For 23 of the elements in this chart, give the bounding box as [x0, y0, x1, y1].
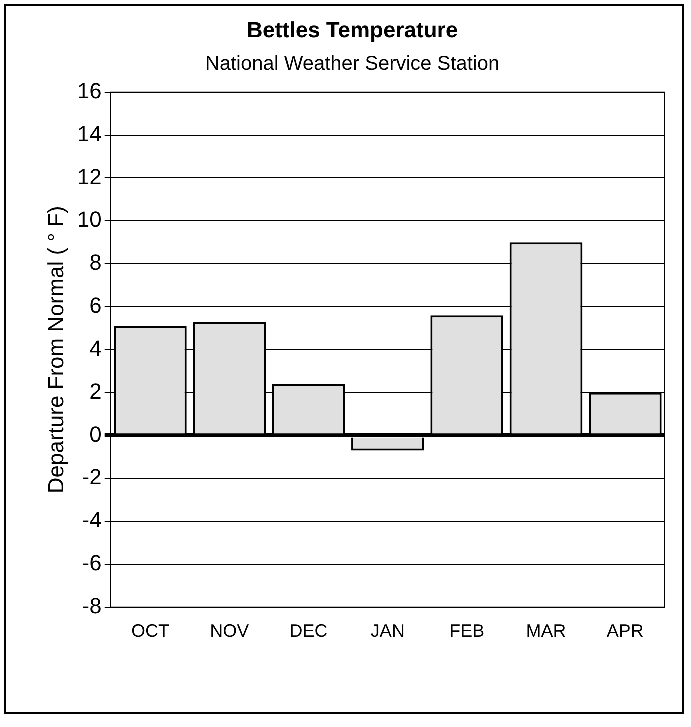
- y-tick-label: -6: [82, 550, 102, 576]
- y-tick-label: -8: [82, 593, 102, 618]
- x-tick-label: OCT: [131, 621, 170, 642]
- x-tick-label: APR: [606, 621, 644, 642]
- y-tick-label: -4: [82, 508, 102, 533]
- chart-subtitle: National Weather Service Station: [205, 52, 500, 75]
- x-tick-label: DEC: [290, 621, 328, 642]
- y-tick-label: 2: [90, 378, 102, 404]
- y-tick-label: 10: [77, 207, 102, 232]
- chart-title: Bettles Temperature: [246, 17, 458, 42]
- y-axis-title: Departure From Normal ( ° F): [43, 206, 68, 494]
- y-tick-label: 6: [90, 293, 102, 318]
- y-tick-label: 8: [90, 250, 102, 276]
- y-tick-label: 16: [77, 78, 102, 104]
- x-tick-label: MAR: [526, 621, 566, 642]
- y-tick-label: 0: [90, 422, 102, 447]
- y-tick-label: -2: [82, 464, 102, 490]
- x-tick-label: FEB: [450, 621, 485, 642]
- y-tick-label: 14: [77, 121, 102, 146]
- x-tick-label: NOV: [210, 621, 250, 642]
- y-tick-label: 4: [90, 336, 102, 361]
- x-tick-label: JAN: [370, 621, 405, 642]
- y-tick-label: 12: [77, 164, 102, 190]
